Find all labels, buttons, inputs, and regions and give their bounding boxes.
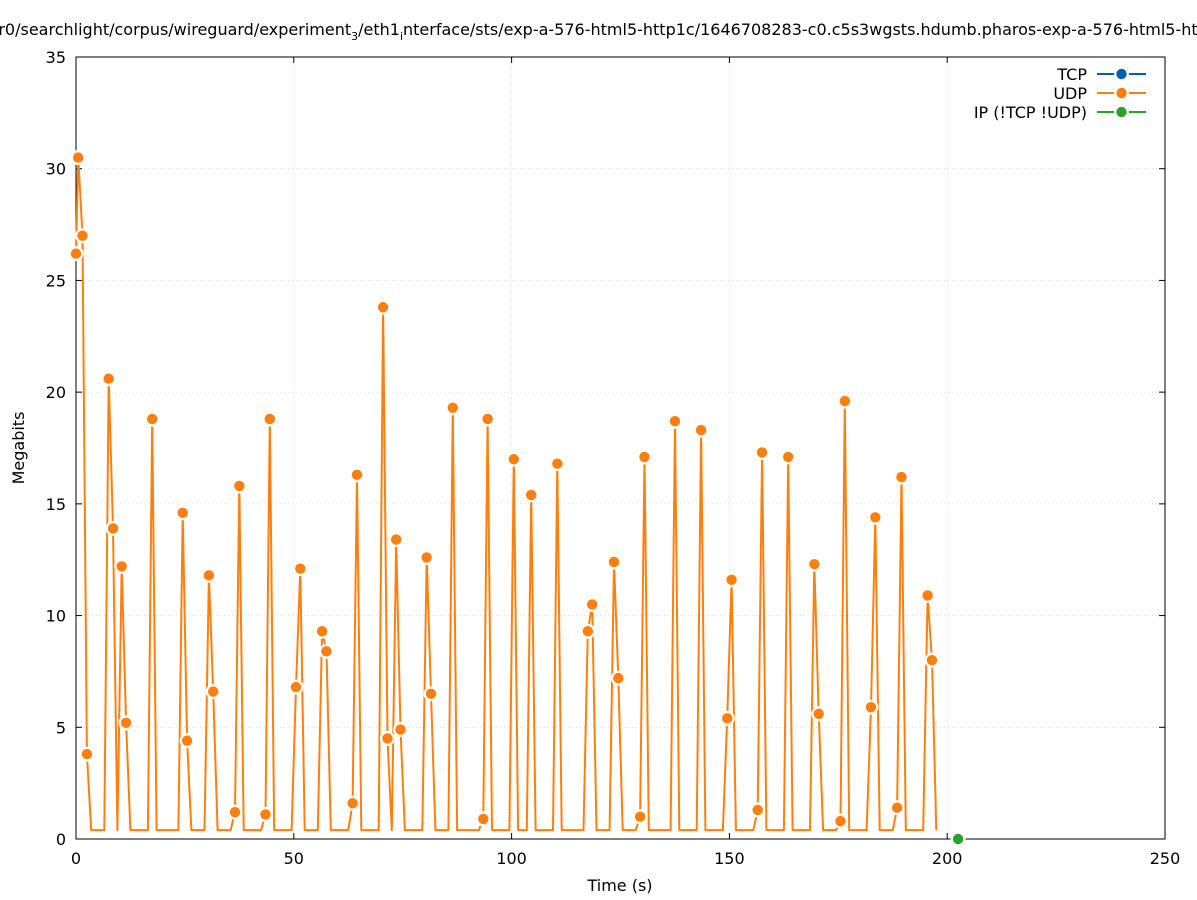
data-point (260, 809, 271, 820)
data-point (839, 395, 851, 407)
data-point (103, 373, 114, 384)
data-point (608, 556, 620, 568)
chart-title: r0/searchlight/corpus/wireguard/experime… (0, 20, 1197, 43)
data-point (756, 447, 768, 458)
x-tick-label: 100 (496, 849, 527, 868)
series-udp (68, 150, 940, 832)
y-tick-label: 15 (46, 495, 66, 514)
y-tick-label: 25 (46, 271, 66, 290)
y-axis-label: Megabits (9, 412, 28, 485)
data-point (116, 561, 127, 572)
legend-label: TCP (1056, 65, 1087, 84)
data-point (390, 534, 402, 545)
legend-marker (1116, 68, 1127, 80)
data-point (952, 833, 964, 845)
legend-marker (1116, 106, 1127, 118)
data-point (722, 713, 733, 724)
data-point (77, 230, 88, 241)
data-point (120, 717, 132, 729)
data-point (147, 413, 158, 425)
data-point (208, 686, 219, 697)
data-point (347, 798, 358, 809)
data-point (813, 708, 824, 720)
data-point (395, 724, 406, 735)
series-line (75, 156, 938, 832)
data-point (295, 563, 306, 574)
chart-title-main: r0/searchlight/corpus/wireguard/experime… (0, 20, 351, 39)
y-tick-label: 5 (56, 718, 66, 737)
legend-marker (1116, 87, 1127, 99)
chart-title-rest: nterface/sts/exp-a-576-html5-http1c/1646… (403, 20, 1197, 39)
chart-title-subscript: 3 (351, 30, 358, 43)
plot-frame (75, 56, 1166, 840)
data-point (482, 413, 493, 425)
series-layer (68, 150, 966, 847)
chart-title-mid: /eth1 (358, 20, 400, 39)
data-point (321, 646, 332, 657)
data-point (586, 599, 598, 610)
data-point (478, 813, 489, 825)
data-point (582, 626, 594, 637)
data-point (613, 672, 624, 684)
data-point (177, 507, 188, 518)
chart-title-subscript-2: i (400, 30, 403, 43)
data-point (835, 815, 846, 827)
legend-entry: UDP (1053, 84, 1146, 103)
data-point (508, 453, 519, 465)
data-point (726, 574, 737, 586)
data-point (926, 655, 938, 666)
data-point (809, 558, 820, 570)
data-point (421, 552, 432, 563)
data-point (639, 451, 650, 463)
data-point (896, 471, 907, 483)
x-tick-label: 150 (714, 849, 745, 868)
data-point (783, 451, 794, 463)
data-point (526, 489, 537, 501)
data-point (425, 688, 437, 699)
y-tick-label: 35 (46, 48, 66, 67)
data-point (72, 152, 84, 163)
x-axis-label: Time (s) (586, 876, 652, 895)
data-point (316, 626, 328, 637)
x-tick-label: 200 (932, 849, 963, 868)
y-tick-label: 20 (46, 383, 66, 402)
data-point (634, 811, 646, 822)
data-point (81, 748, 93, 760)
data-point (669, 415, 681, 427)
legend-label: IP (!TCP !UDP) (974, 103, 1087, 122)
data-point (181, 735, 193, 746)
data-point (229, 806, 241, 818)
data-point (865, 701, 877, 713)
data-point (351, 469, 363, 481)
data-point (870, 512, 881, 523)
data-point (552, 458, 563, 469)
data-point (290, 681, 302, 693)
y-tick-label: 30 (46, 160, 66, 179)
y-tick-label: 10 (46, 607, 66, 626)
data-point (695, 424, 707, 436)
data-point (107, 523, 119, 534)
legend-entry: TCP (1056, 65, 1146, 84)
data-point (891, 802, 903, 813)
x-tick-label: 50 (284, 849, 304, 868)
data-point (264, 413, 276, 425)
data-point (234, 480, 245, 492)
legend-label: UDP (1053, 84, 1087, 103)
series-ip-tcp-udp (950, 831, 966, 847)
data-point (70, 248, 82, 259)
y-tick-label: 0 (56, 830, 66, 849)
legend-entry: IP (!TCP !UDP) (974, 103, 1146, 122)
ticks: 0 50 100 150 200 250 0 5 10 15 20 25 30 35 (46, 48, 1181, 868)
data-point (382, 733, 393, 744)
x-tick-label: 0 (71, 849, 81, 868)
data-point (922, 590, 933, 601)
data-point (447, 402, 458, 413)
data-point (377, 302, 389, 313)
x-tick-label: 250 (1150, 849, 1181, 868)
data-point (203, 570, 215, 581)
data-point (752, 804, 763, 816)
